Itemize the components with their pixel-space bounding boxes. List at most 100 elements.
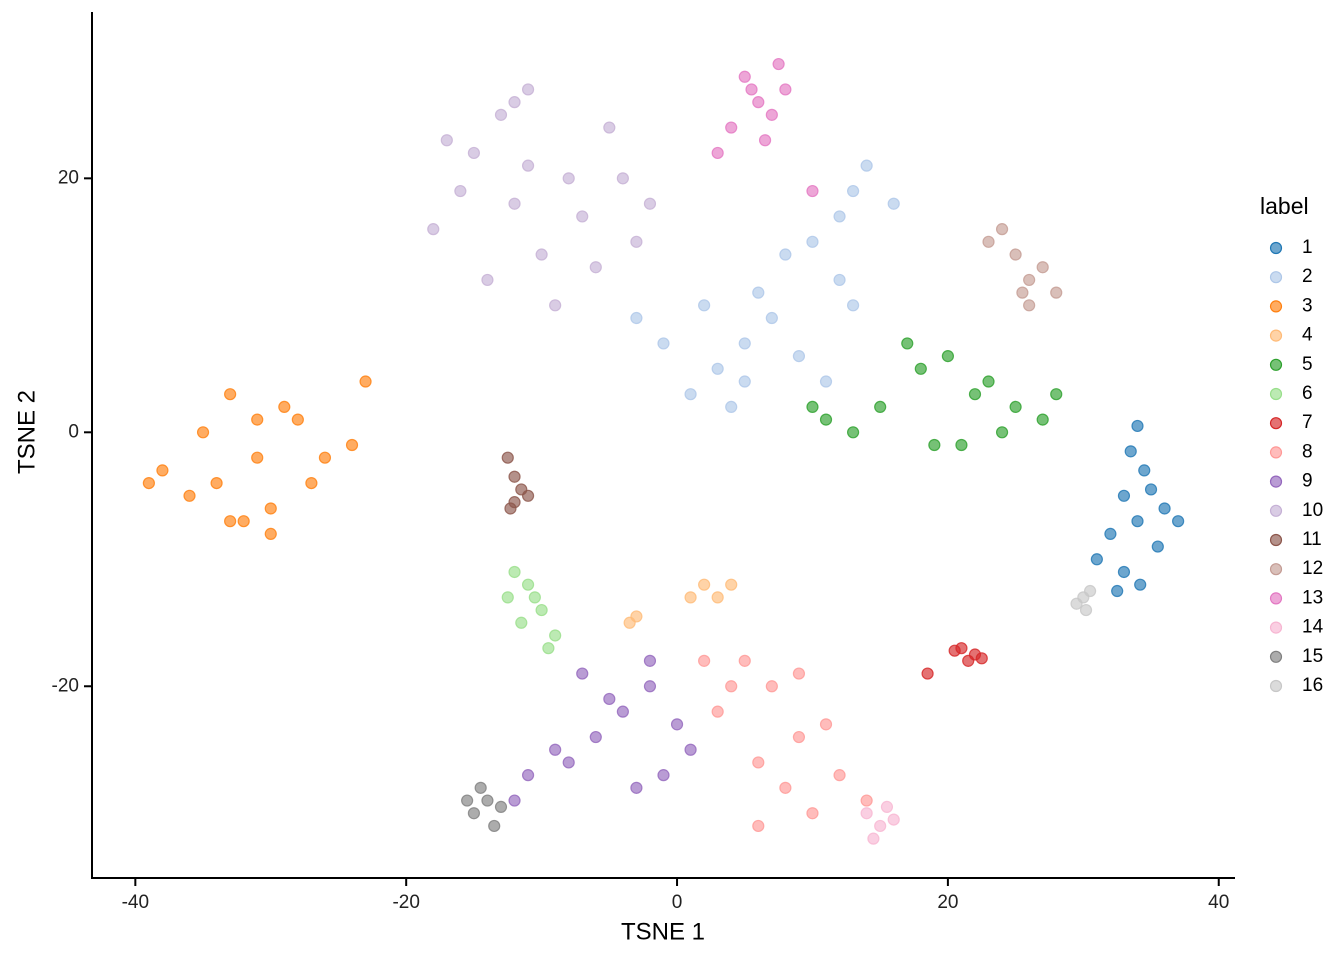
point [1104,527,1117,540]
point [508,96,521,109]
legend-label: 13 [1302,587,1323,608]
point [819,375,833,388]
point [982,235,995,248]
point [562,756,575,769]
point [521,489,535,502]
point [630,781,643,794]
point [589,730,602,744]
point [657,337,670,350]
y-axis-title: TSNE 2 [13,390,40,474]
point [738,375,751,388]
point [921,667,934,680]
point [549,743,562,756]
point [1111,584,1124,598]
point [738,654,751,667]
point [1131,419,1144,433]
point [779,248,792,261]
point [196,426,210,439]
point [461,794,474,807]
legend-label: 1 [1302,237,1313,258]
point [725,680,738,693]
point [833,769,846,782]
legend-label: 6 [1302,383,1313,404]
point [251,413,264,426]
point [962,654,975,667]
point [1144,483,1158,496]
point [156,464,169,477]
point [1070,597,1083,610]
point [1090,553,1103,566]
point [874,819,887,833]
point [752,756,765,769]
point [725,578,738,591]
legend-label: 12 [1302,558,1323,579]
x-tick-label: 40 [1208,892,1229,913]
point [698,578,711,591]
point [941,350,954,363]
point [752,96,765,109]
point [616,172,629,185]
point [792,350,806,363]
point [725,400,738,414]
point [948,644,961,657]
point [1050,286,1063,299]
point [603,692,616,706]
legend-label: 15 [1302,646,1323,667]
point [1079,603,1093,617]
point [454,184,467,198]
point [521,83,535,96]
point [995,223,1009,236]
point [928,438,941,452]
point [867,832,880,845]
point [738,70,751,83]
point [752,286,765,299]
point [711,705,724,718]
point [1009,248,1022,261]
point [251,451,264,464]
point [833,210,846,223]
point [440,134,453,147]
point [562,172,575,185]
legend-label: 5 [1302,354,1313,375]
point [887,813,900,826]
point [291,413,304,426]
x-tick-label: 0 [672,892,683,913]
point [264,527,277,540]
point [1124,445,1137,458]
point [616,705,629,718]
point [880,800,894,813]
point [995,426,1009,439]
point [955,438,968,452]
point [779,83,792,96]
point [698,654,711,667]
point [1083,584,1097,598]
point [1023,299,1036,312]
point [643,680,657,693]
point [535,248,548,261]
point [1117,565,1131,579]
x-tick-label: -20 [392,892,419,913]
point [305,476,318,490]
point [264,502,277,515]
point [224,515,237,528]
legend-marker [1269,475,1283,488]
point [474,781,487,794]
point [745,83,758,96]
point [684,743,697,756]
point [1023,273,1036,287]
point [549,299,562,312]
point [535,603,548,617]
legend-label: 9 [1302,471,1313,492]
point [846,426,860,439]
point [765,311,778,325]
point [1036,413,1049,426]
legend-label: 11 [1302,529,1322,550]
legend-marker [1269,271,1283,284]
point [1131,515,1144,528]
point [901,337,914,350]
point [494,800,508,813]
point [576,667,589,680]
point [833,273,846,287]
point [874,400,887,414]
